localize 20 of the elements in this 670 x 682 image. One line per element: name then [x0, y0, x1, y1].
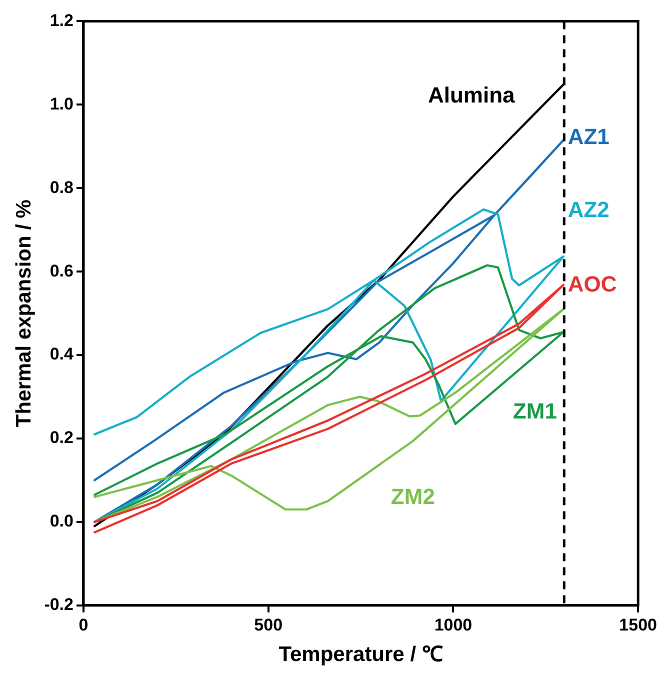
x-axis-title: Temperature / ℃ — [278, 643, 443, 666]
y-tick-label: 0.6 — [50, 261, 74, 280]
x-tick-label: 1000 — [434, 615, 472, 634]
x-tick-label: 500 — [254, 615, 283, 634]
y-tick-label: 0.4 — [50, 344, 74, 364]
y-axis-title: Thermal expansion / % — [12, 199, 36, 428]
x-tick-label: 0 — [78, 615, 88, 634]
y-tick-label: 0.0 — [50, 512, 74, 531]
series-label: AZ2 — [568, 197, 610, 222]
y-tick-label: 0.2 — [50, 428, 74, 448]
series-label: Alumina — [428, 82, 516, 108]
y-tick-label: 0.8 — [50, 178, 74, 197]
series-label: AZ1 — [568, 124, 610, 150]
x-tick-label: 1500 — [619, 615, 658, 634]
y-tick-label: -0.2 — [44, 595, 74, 614]
series-label: AOC — [568, 271, 617, 296]
series-label: ZM2 — [390, 484, 435, 510]
y-tick-label: 1.0 — [50, 94, 74, 114]
y-tick-label: 1.2 — [50, 10, 74, 30]
series-label: ZM1 — [512, 398, 557, 424]
